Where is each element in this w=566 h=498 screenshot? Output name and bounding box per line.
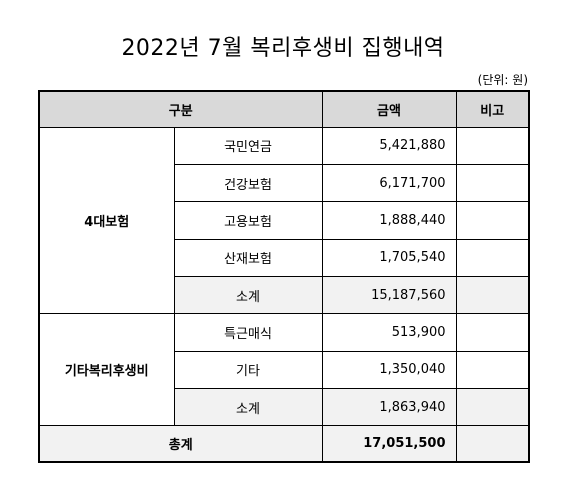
group-name: 기타복리후생비: [38, 313, 175, 427]
item-amount: 513,900: [321, 313, 457, 352]
subtotal-amount: 15,187,560: [321, 275, 457, 315]
item-amount: 1,888,440: [321, 201, 457, 240]
item-remark: [455, 126, 530, 166]
item-label: 국민연금: [173, 126, 323, 166]
total-remark: [455, 425, 530, 463]
unit-note: (단위: 원): [477, 73, 528, 87]
total-amount: 17,051,500: [321, 425, 457, 463]
total-row: 총계 17,051,500: [38, 425, 530, 463]
table-row: 건강보험 6,171,700: [39, 164, 530, 203]
header-amount: 금액: [321, 90, 457, 128]
subtotal-row: 소계 15,187,560: [39, 275, 530, 315]
item-remark: [455, 201, 530, 240]
table-row: 4대보험 국민연금 5,421,880: [38, 126, 530, 315]
subtotal-amount: 1,863,940: [321, 387, 457, 427]
item-remark: [455, 238, 530, 277]
subtotal-label: 소계: [173, 387, 323, 427]
item-label: 기타: [173, 350, 323, 389]
subtotal-remark: [455, 275, 530, 315]
item-label: 건강보험: [173, 164, 323, 203]
table-header-row: 구분 금액 비고: [38, 90, 530, 128]
group-name: 4대보험: [38, 126, 175, 315]
item-amount: 6,171,700: [321, 164, 457, 203]
subtotal-label: 소계: [173, 275, 323, 315]
item-remark: [455, 313, 530, 352]
table-row: 산재보험 1,705,540: [39, 238, 530, 277]
header-remarks: 비고: [455, 90, 530, 128]
table-row: 고용보험 1,888,440: [39, 201, 530, 240]
item-remark: [455, 350, 530, 389]
expense-table: 구분 금액 비고 4대보험 국민연금 5,421,880 건강보험 6,171,…: [38, 90, 531, 463]
subtotal-row: 소계 1,863,940: [39, 387, 530, 427]
item-label: 산재보험: [173, 238, 323, 277]
item-label: 특근매식: [173, 313, 323, 352]
item-amount: 1,705,540: [321, 238, 457, 277]
header-category: 구분: [38, 90, 323, 128]
document-title: 2022년 7월 복리후생비 집행내역: [121, 36, 445, 61]
total-label: 총계: [38, 425, 323, 463]
subtotal-remark: [455, 387, 530, 427]
item-remark: [455, 164, 530, 203]
item-label: 고용보험: [173, 201, 323, 240]
table-row: 기타 1,350,040: [39, 350, 530, 389]
table-row: 기타복리후생비 특근매식 513,900: [38, 313, 530, 427]
item-amount: 5,421,880: [321, 126, 457, 166]
item-amount: 1,350,040: [321, 350, 457, 389]
